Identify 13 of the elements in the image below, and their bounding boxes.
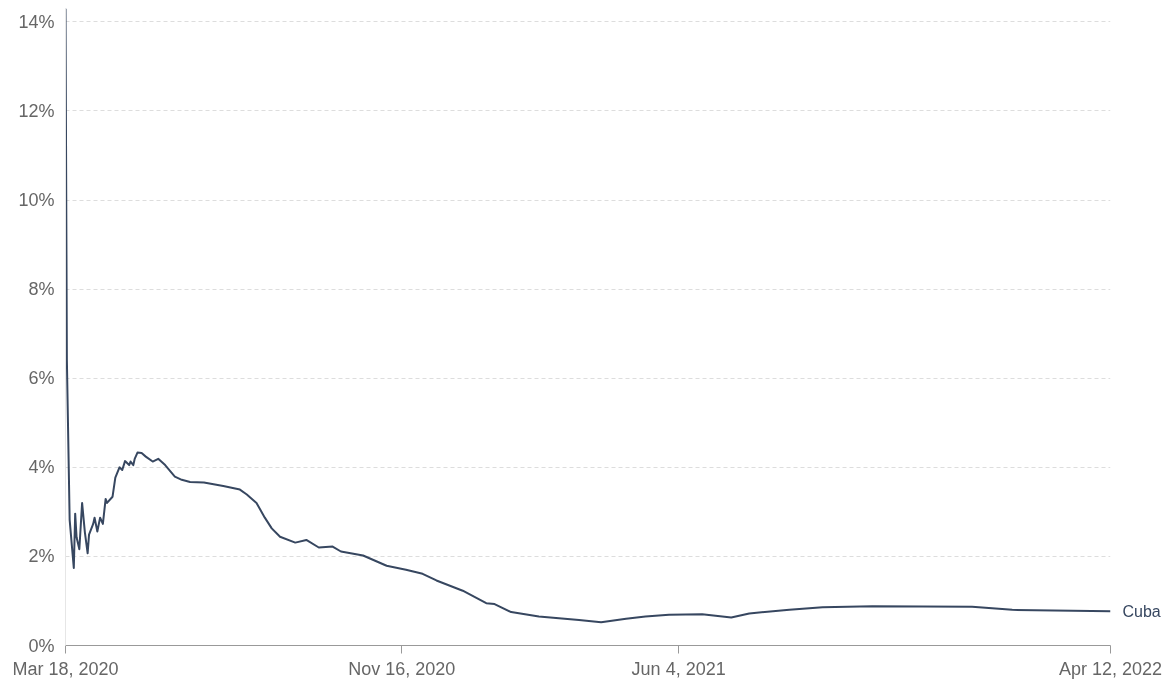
series-label: Cuba: [1122, 602, 1161, 620]
y-tick-label: 8%: [28, 279, 55, 300]
y-tick-label: 10%: [18, 190, 55, 211]
x-tick-label: Apr 12, 2022: [1058, 658, 1163, 679]
y-tick-label: 0%: [28, 635, 55, 656]
y-tick-label: 6%: [28, 368, 55, 389]
x-tick-label: Nov 16, 2020: [348, 658, 456, 679]
y-tick-label: 14%: [18, 11, 55, 32]
y-tick-label: 2%: [28, 546, 55, 567]
y-tick-label: 12%: [18, 100, 55, 121]
x-tick-label: Mar 18, 2020: [12, 658, 119, 679]
y-tick-label: 4%: [28, 457, 55, 478]
x-tick-label: Jun 4, 2021: [631, 658, 726, 679]
